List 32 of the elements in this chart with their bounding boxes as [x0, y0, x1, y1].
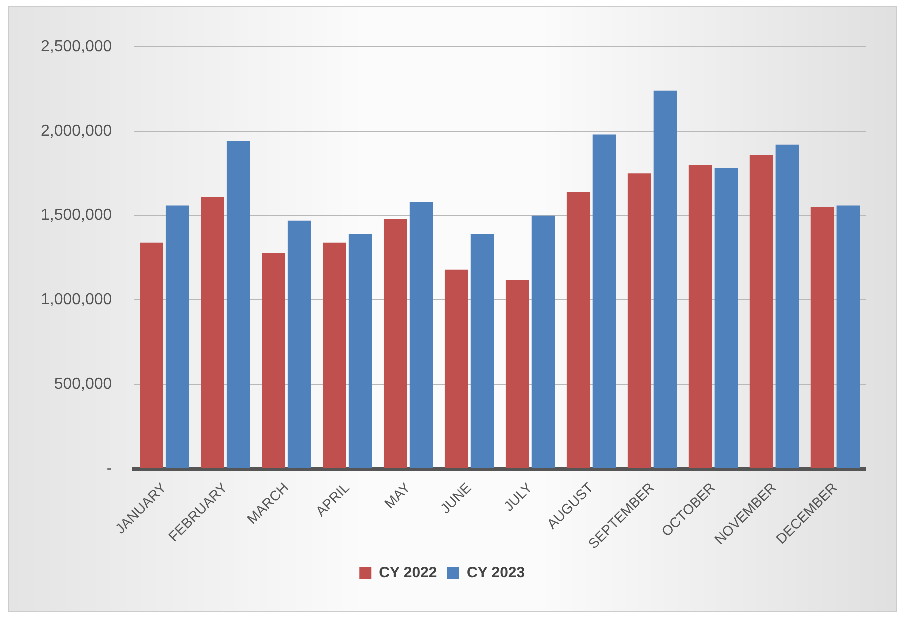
bar: [348, 234, 372, 469]
bar: [140, 242, 164, 469]
bar: [166, 206, 190, 469]
bar: [776, 144, 800, 469]
bar: [592, 134, 616, 469]
y-tick-label: -: [106, 460, 112, 478]
bar: [444, 270, 468, 469]
bar: [288, 220, 312, 469]
bar: [566, 192, 590, 469]
bar: [201, 197, 224, 469]
bar: [688, 165, 712, 469]
bar: [384, 219, 408, 469]
y-tick-label: 2,000,000: [40, 122, 112, 140]
bar: [750, 155, 774, 469]
y-tick-label: 1,000,000: [40, 292, 112, 309]
bar: [323, 242, 346, 469]
bar: [654, 90, 678, 469]
bar: [470, 234, 494, 469]
bar: [226, 142, 250, 469]
bar: [532, 216, 556, 469]
legend-label: CY 2022: [379, 564, 438, 582]
y-tick-label: 2,500,000: [40, 38, 112, 56]
y-tick-label: 1,500,000: [40, 207, 112, 224]
y-tick-label: 500,000: [54, 376, 112, 394]
bar: [628, 174, 652, 469]
bar: [810, 207, 834, 469]
bar: [506, 280, 530, 469]
bar: [262, 252, 286, 469]
bar: [836, 206, 860, 469]
bar: [410, 202, 434, 469]
bar: [714, 168, 738, 469]
legend-label: CY 2023: [467, 564, 526, 582]
